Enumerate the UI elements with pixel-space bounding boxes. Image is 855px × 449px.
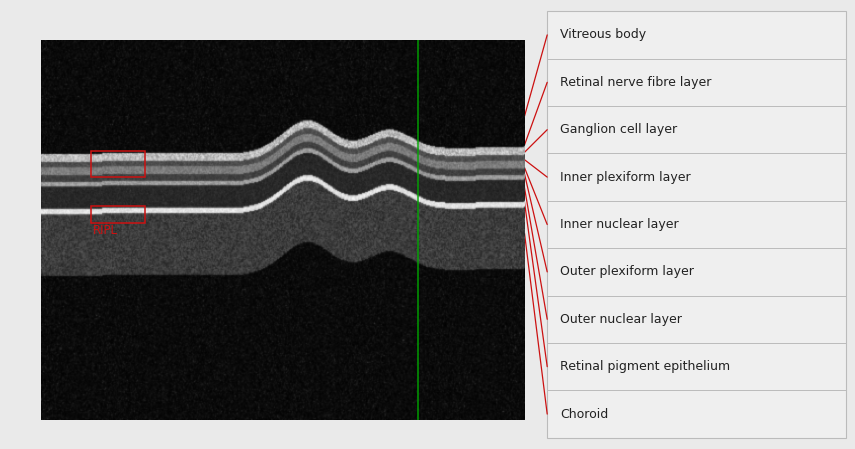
Bar	[91, 206, 145, 223]
Bar	[91, 151, 145, 177]
Bar	[547, 11, 846, 438]
Text: Retinal pigment epithelium: Retinal pigment epithelium	[560, 360, 730, 373]
Text: Inner plexiform layer: Inner plexiform layer	[560, 171, 691, 184]
Text: Inner nuclear layer: Inner nuclear layer	[560, 218, 679, 231]
Text: Outer nuclear layer: Outer nuclear layer	[560, 313, 682, 326]
Text: Outer plexiform layer: Outer plexiform layer	[560, 265, 694, 278]
Text: Ganglion cell layer: Ganglion cell layer	[560, 123, 677, 136]
Text: RIPL: RIPL	[93, 224, 118, 237]
Text: Choroid: Choroid	[560, 408, 608, 421]
Text: Vitreous body: Vitreous body	[560, 28, 646, 41]
Text: Retinal nerve fibre layer: Retinal nerve fibre layer	[560, 76, 711, 89]
